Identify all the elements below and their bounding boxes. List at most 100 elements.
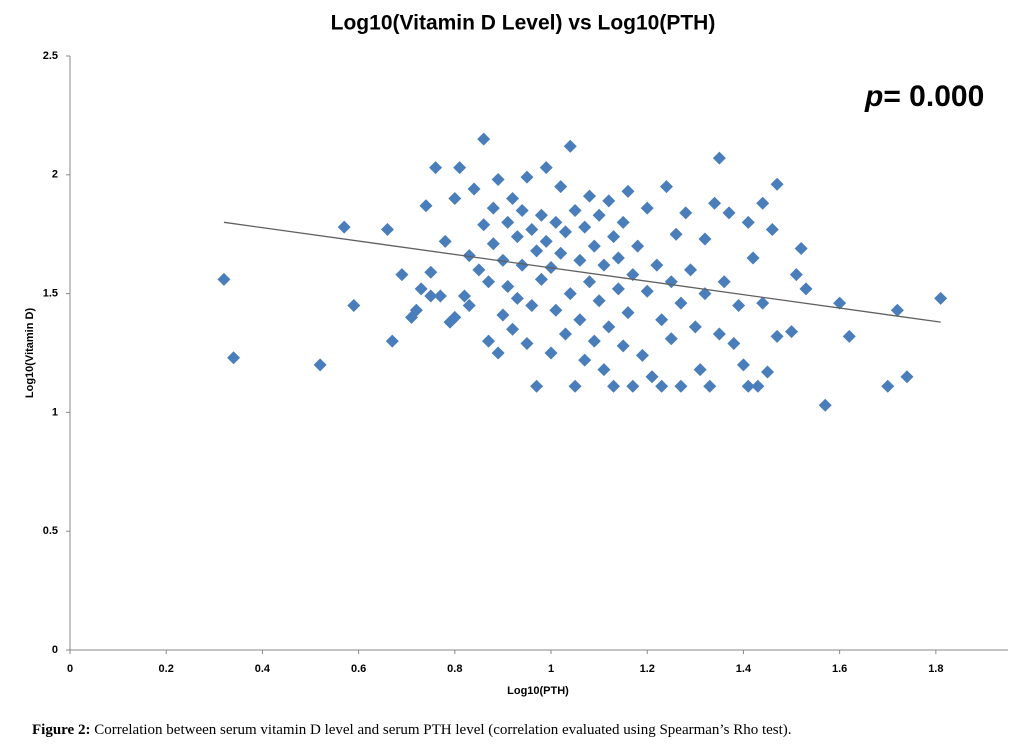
point [554, 246, 568, 260]
point [227, 351, 241, 365]
x-tick-label: 0.2 [159, 663, 174, 675]
point [583, 189, 597, 203]
y-axis-title: Log10(Vitamin D) [24, 308, 36, 399]
point [712, 151, 726, 165]
point [534, 272, 548, 286]
point [506, 192, 520, 206]
x-tick-label: 1 [548, 663, 554, 675]
point [674, 379, 688, 393]
point [756, 196, 770, 210]
trendline [223, 221, 941, 323]
point [640, 201, 654, 215]
point [491, 173, 505, 187]
x-tick-label: 0.8 [447, 663, 462, 675]
point [409, 303, 423, 317]
y-tick-label: 2.5 [43, 50, 58, 62]
point [602, 320, 616, 334]
point [645, 370, 659, 384]
point [669, 227, 683, 241]
point [741, 379, 755, 393]
point [515, 203, 529, 217]
point [659, 180, 673, 194]
point [631, 239, 645, 253]
point [520, 170, 534, 184]
annotation-p: p [864, 80, 883, 113]
point [525, 222, 539, 236]
point [313, 358, 327, 372]
point [607, 379, 621, 393]
point [515, 258, 529, 272]
point [736, 358, 750, 372]
point [727, 336, 741, 350]
point [616, 215, 630, 229]
point [448, 192, 462, 206]
x-tick-label: 0.6 [351, 663, 366, 675]
point [794, 241, 808, 255]
x-tick-label: 1.6 [832, 663, 847, 675]
point [703, 379, 717, 393]
point [496, 253, 510, 267]
point [558, 327, 572, 341]
point [688, 320, 702, 334]
point [587, 334, 601, 348]
point [380, 222, 394, 236]
point [453, 161, 467, 175]
point [429, 161, 443, 175]
caption-label: Figure 2: [32, 722, 90, 738]
point [486, 201, 500, 215]
point [732, 298, 746, 312]
point [539, 234, 553, 248]
point [347, 298, 361, 312]
point [414, 282, 428, 296]
point [626, 379, 640, 393]
point [741, 215, 755, 229]
point [655, 313, 669, 327]
point [890, 303, 904, 317]
point [520, 336, 534, 350]
point [539, 161, 553, 175]
point [438, 234, 452, 248]
point [842, 329, 856, 343]
point [611, 251, 625, 265]
chart-title: Log10(Vitamin D Level) vs Log10(PTH) [331, 12, 716, 35]
point [698, 232, 712, 246]
y-tick-label: 1 [52, 406, 58, 418]
point [530, 244, 544, 258]
caption-text: Correlation between serum vitamin D leve… [94, 722, 791, 738]
point [568, 379, 582, 393]
point [385, 334, 399, 348]
point [607, 230, 621, 244]
point [626, 268, 640, 282]
point [717, 275, 731, 289]
point [534, 208, 548, 222]
point [549, 215, 563, 229]
point [597, 258, 611, 272]
point [679, 206, 693, 220]
point [395, 268, 409, 282]
point [770, 329, 784, 343]
point [578, 220, 592, 234]
annotation-value: = 0.000 [883, 80, 984, 113]
point [501, 279, 515, 293]
point [664, 275, 678, 289]
point [746, 251, 760, 265]
y-tick-label: 2 [52, 169, 58, 181]
point [472, 263, 486, 277]
point [510, 291, 524, 305]
point [477, 218, 491, 232]
point [462, 298, 476, 312]
point [621, 306, 635, 320]
point [457, 289, 471, 303]
point [481, 334, 495, 348]
point [881, 379, 895, 393]
point [756, 296, 770, 310]
point [674, 296, 688, 310]
point [491, 346, 505, 360]
point [616, 339, 630, 353]
x-tick-label: 1.4 [736, 663, 752, 675]
annotation: p= 0.000 [864, 80, 984, 113]
point [592, 208, 606, 222]
point [684, 263, 698, 277]
point [424, 265, 438, 279]
